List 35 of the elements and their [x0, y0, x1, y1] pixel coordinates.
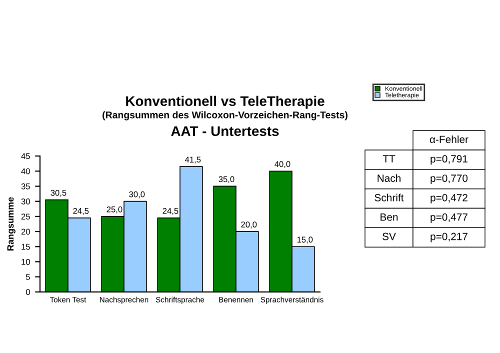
- data-label: 40,0: [274, 161, 290, 168]
- data-label: 24,5: [162, 208, 178, 215]
- y-tick-label: 45: [21, 153, 30, 160]
- text: SV: [382, 232, 396, 240]
- data-label: 15,0: [297, 236, 313, 244]
- text: Nach: [378, 174, 400, 182]
- text: TT: [382, 155, 396, 162]
- text: Ben: [380, 214, 398, 221]
- data-label: 30,0: [129, 191, 145, 198]
- text: p=0,217: [430, 232, 468, 242]
- data-label: 35,0: [218, 176, 234, 184]
- y-tick-label: 10: [22, 258, 30, 265]
- y-tick-label: 40: [21, 168, 30, 174]
- data-label: 20,0: [241, 222, 257, 228]
- data-label: 25,0: [106, 206, 122, 214]
- y-tick-label: 25: [21, 214, 30, 220]
- text: α-Fehler: [430, 135, 468, 144]
- y-tick-label: 0: [26, 289, 30, 296]
- text: Schrift: [374, 194, 404, 202]
- y-tick-label: 15: [22, 244, 30, 250]
- y-tick-label: 5: [26, 274, 30, 280]
- data-label: 30,5: [50, 190, 66, 197]
- data-label: 41,5: [184, 156, 201, 164]
- y-tick-label: 30: [21, 198, 30, 204]
- chart-title: Konventionell vs TeleTherapie: [126, 96, 324, 109]
- text: AAT - Untertests: [171, 126, 279, 136]
- text: p=0,472: [430, 194, 468, 204]
- text: p=0,770: [430, 174, 468, 184]
- data-label: 24,5: [73, 208, 89, 215]
- text: p=0,477: [430, 213, 468, 223]
- y-tick-label: 35: [21, 183, 30, 190]
- y-tick-label: 20: [21, 228, 30, 235]
- text: p=0,791: [430, 155, 468, 165]
- y-axis-title: Rangsumme: [7, 197, 16, 250]
- chart-subtitle: (Rangsummen des Wilcoxon-Vorzeichen-Rang-Tests): [102, 111, 348, 120]
